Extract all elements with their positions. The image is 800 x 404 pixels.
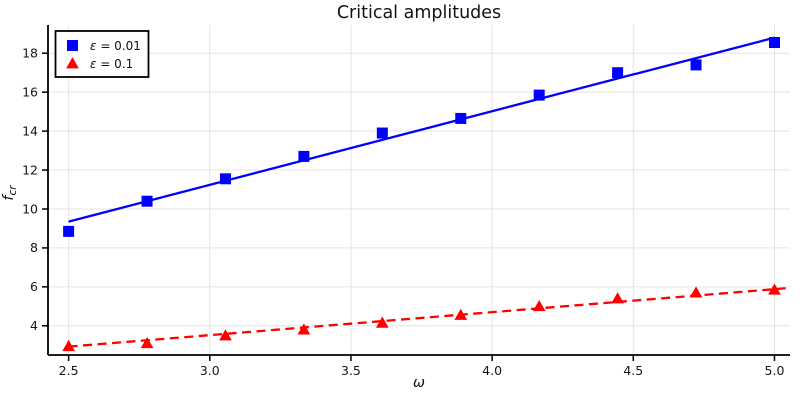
y-tick-label: 14 (22, 123, 38, 138)
x-axis-label: ω (413, 375, 425, 391)
y-tick-label: 8 (30, 240, 38, 255)
x-tick-label: 2.5 (59, 363, 79, 378)
data-point-square (219, 173, 231, 185)
x-tick-label: 3.5 (341, 363, 361, 378)
x-tick-label: 5.0 (765, 363, 785, 378)
data-point-square (63, 225, 75, 237)
data-point-triangle (375, 316, 389, 328)
y-tick-label: 4 (30, 318, 38, 333)
y-tick-label: 10 (22, 201, 38, 216)
fit-line-triangle (68, 286, 789, 348)
data-point-triangle (140, 336, 154, 349)
axes-layer (42, 25, 790, 361)
x-tick-label: 4.5 (623, 363, 643, 378)
y-tick-label: 6 (30, 279, 38, 294)
data-point-square (141, 195, 153, 207)
data-point-square (690, 59, 702, 71)
data-point-triangle (768, 283, 781, 295)
data-point-triangle (689, 286, 703, 298)
data-point-square (455, 112, 467, 124)
chart-title: Critical amplitudes (337, 3, 501, 23)
x-tick-label: 4.0 (482, 363, 502, 378)
data-point-triangle (532, 300, 546, 312)
legend-label: ε = 0.1 (90, 57, 133, 71)
legend-marker-square (67, 40, 78, 51)
legend-frame (54, 30, 150, 78)
data-point-triangle (611, 292, 624, 304)
y-tick-label: 18 (22, 46, 38, 61)
grid-layer (48, 25, 790, 355)
legend-label: ε = 0.01 (90, 39, 141, 53)
data-point-square (298, 150, 310, 162)
y-tick-label: 12 (22, 162, 38, 177)
x-tick-label: 3.0 (200, 363, 220, 378)
series-layer (62, 36, 789, 352)
legend-marker-triangle (66, 57, 79, 69)
data-point-triangle (62, 339, 75, 352)
data-point-triangle (219, 329, 232, 341)
data-point-square (376, 127, 388, 139)
data-point-square (768, 37, 780, 49)
data-point-square (612, 67, 624, 79)
y-axis-label: fcr (1, 185, 19, 201)
data-point-triangle (454, 308, 468, 320)
fit-line-square (68, 36, 775, 223)
data-point-triangle (297, 323, 311, 335)
legend-box: ε = 0.01 ε = 0.1 (54, 30, 150, 78)
y-tick-label: 16 (22, 84, 38, 99)
data-point-square (533, 89, 545, 101)
labels-layer: 2.5 3.0 3.5 4.0 4.5 5.0 4 6 8 10 12 14 16 18 fcr (1, 46, 784, 378)
